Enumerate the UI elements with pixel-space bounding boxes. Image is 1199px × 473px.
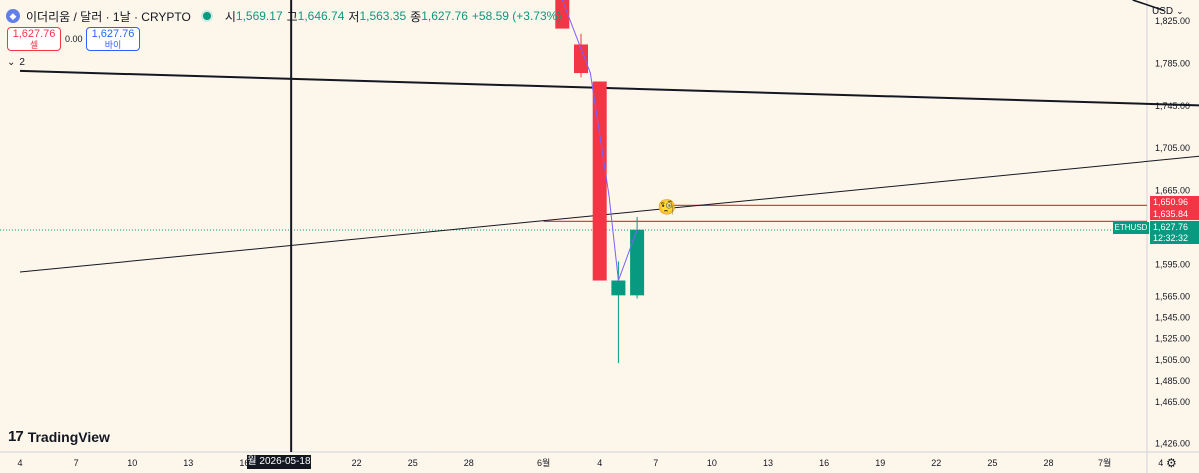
settings-icon[interactable]: ⚙ <box>1166 456 1177 470</box>
countdown-tag: 12:32:32 <box>1150 232 1199 244</box>
sell-button[interactable]: 1,627.76 셀 <box>7 27 61 51</box>
y-tick-label: 1,485.00 <box>1155 376 1190 386</box>
y-tick-label: 1,745.00 <box>1155 101 1190 111</box>
y-tick-label: 1,545.00 <box>1155 313 1190 323</box>
x-tick-label: 4 <box>17 458 22 468</box>
x-tick-label: 16 <box>819 458 829 468</box>
tradingview-logo[interactable]: 17 TradingView <box>8 428 110 445</box>
symbol-tag: ETHUSD <box>1113 222 1149 234</box>
symbol-title[interactable]: 이더리움 / 달러 · 1날 · CRYPTO <box>26 9 191 24</box>
y-tick-label: 1,665.00 <box>1155 186 1190 196</box>
x-tick-label: 28 <box>1043 458 1053 468</box>
x-tick-label: 4 <box>1158 458 1163 468</box>
currency-button[interactable]: USD ⌄ <box>1152 6 1184 17</box>
x-tick-label: 16 <box>239 458 249 468</box>
x-tick-label: 28 <box>464 458 474 468</box>
x-tick-label: 25 <box>408 458 418 468</box>
drawn-polyline <box>561 0 638 281</box>
candle-body-2 <box>574 44 588 74</box>
currency-label: USD <box>1152 6 1174 17</box>
ethereum-icon: ◆ <box>6 9 20 23</box>
indicators-toggle[interactable]: ⌄ 2 <box>7 57 25 68</box>
candle-body-5 <box>630 229 645 296</box>
buy-button[interactable]: 1,627.76 바이 <box>86 27 140 51</box>
low-value: 1,563.35 <box>359 9 407 23</box>
y-tick-label: 1,785.00 <box>1155 59 1190 69</box>
high-label: 고 <box>286 9 298 24</box>
trend-line-1 <box>19 69 1199 107</box>
trend-line-3 <box>1132 0 1165 12</box>
crosshair-date-label: 월 2026-05-18 <box>247 455 311 469</box>
symbol-header: ◆ 이더리움 / 달러 · 1날 · CRYPTO 시 1,569.17 고 1… <box>6 6 561 26</box>
close-label: 종 <box>410 9 422 24</box>
x-tick-label: 7월 <box>1098 457 1111 468</box>
chevron-down-icon: ⌄ <box>7 57 16 68</box>
x-tick-label: 7 <box>74 458 79 468</box>
buy-label: 바이 <box>104 40 122 50</box>
y-tick-label: 1,426.00 <box>1155 439 1190 449</box>
x-tick-label: 7 <box>653 458 658 468</box>
face-with-monocle-icon[interactable]: 🧐 <box>657 199 677 216</box>
candle-body-3 <box>592 81 607 281</box>
x-tick-label: 10 <box>127 458 137 468</box>
x-tick-label: 22 <box>931 458 941 468</box>
tradingview-logo-icon: 17 <box>8 428 24 445</box>
last-price-tag: 1,627.76 <box>1150 221 1199 233</box>
candle-body-4 <box>611 280 626 296</box>
status-dot-icon <box>200 10 213 22</box>
sell-price: 1,627.76 <box>12 28 56 40</box>
x-tick-label: 13 <box>183 458 193 468</box>
low-label: 저 <box>348 9 360 24</box>
open-value: 1,569.17 <box>235 9 283 23</box>
x-tick-label: 10 <box>707 458 717 468</box>
y-tick-label: 1,465.00 <box>1155 397 1190 407</box>
price-tag-level-1: 1,650.96 <box>1150 196 1199 208</box>
y-tick-label: 1,525.00 <box>1155 334 1190 344</box>
candle-body-1 <box>555 0 570 29</box>
y-tick-label: 1,595.00 <box>1155 260 1190 270</box>
x-tick-label: 6월 <box>537 457 550 468</box>
y-tick-label: 1,705.00 <box>1155 143 1190 153</box>
x-tick-label: 25 <box>987 458 997 468</box>
y-tick-label: 1,565.00 <box>1155 291 1190 301</box>
sell-label: 셀 <box>29 40 39 50</box>
open-label: 시 <box>224 9 236 24</box>
x-tick-label: 4 <box>597 458 602 468</box>
high-value: 1,646.74 <box>297 9 345 23</box>
x-tick-label: 22 <box>352 458 362 468</box>
indicators-count: 2 <box>19 57 25 68</box>
x-tick-label: 19 <box>875 458 885 468</box>
price-tag-level-2: 1,635.84 <box>1150 208 1199 220</box>
buy-price: 1,627.76 <box>91 28 135 40</box>
spread-value: 0.00 <box>65 34 83 44</box>
chevron-down-icon: ⌄ <box>1176 6 1184 16</box>
change-value: +58.59 (+3.73%) <box>471 9 562 23</box>
logo-text: TradingView <box>27 428 110 445</box>
y-tick-label: 1,505.00 <box>1155 355 1190 365</box>
y-tick-label: 1,825.00 <box>1155 16 1190 26</box>
close-value: 1,627.76 <box>421 9 468 23</box>
x-tick-label: 13 <box>763 458 773 468</box>
trend-line-2 <box>19 155 1199 273</box>
